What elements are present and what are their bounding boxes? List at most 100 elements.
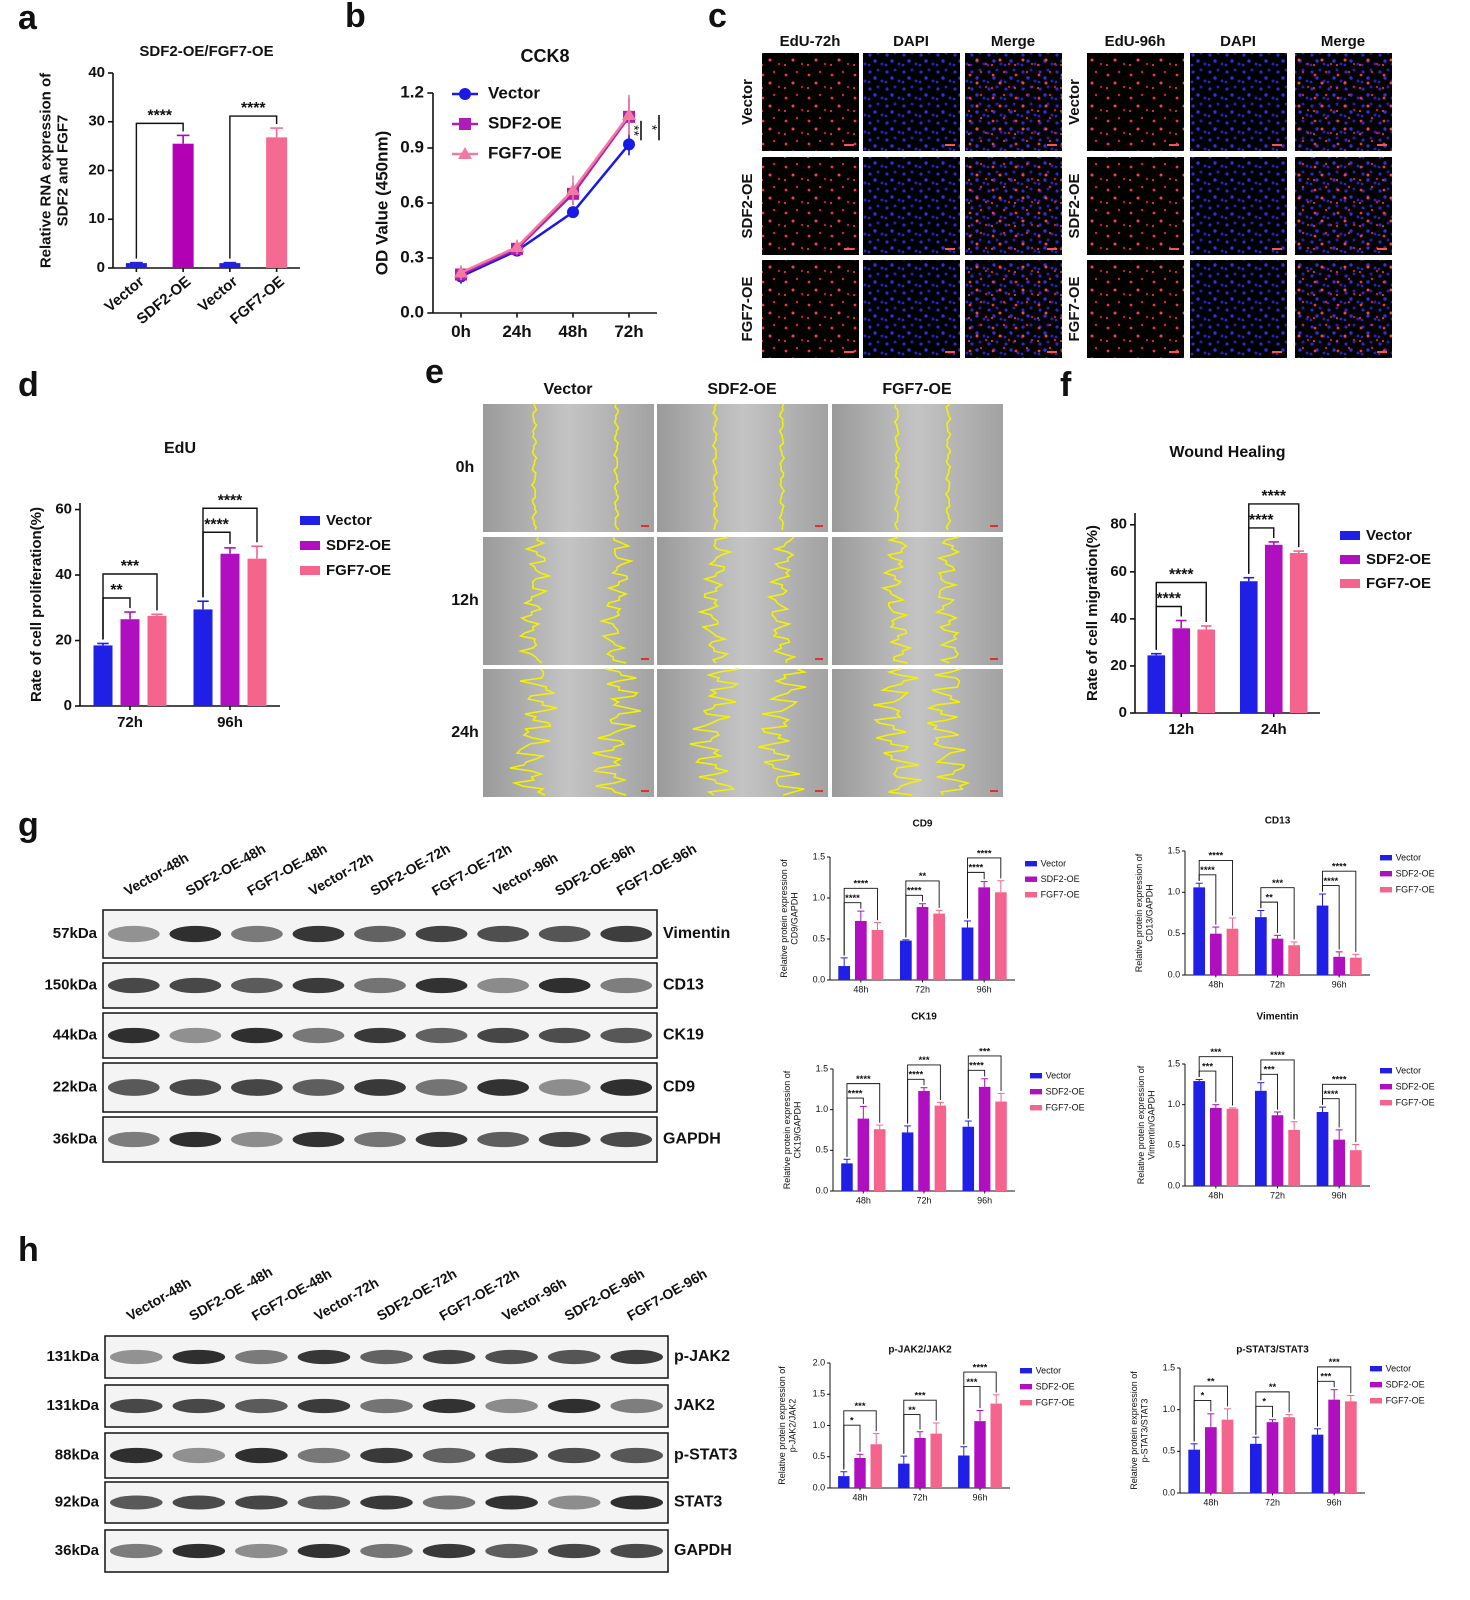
- blot-band: [422, 1543, 476, 1559]
- nuclei-red: [1087, 53, 1184, 151]
- brightfield-image: [832, 404, 1003, 532]
- row-label: Vector: [739, 79, 756, 125]
- bar: [990, 1403, 1002, 1488]
- y-axis-label: Relative RNA expression of: [37, 72, 54, 268]
- panel-letter: c: [708, 0, 727, 35]
- bar: [930, 1433, 942, 1488]
- protein-label: Vimentin: [663, 925, 730, 942]
- significance-label: ****: [1332, 1075, 1347, 1086]
- bar: [1349, 1150, 1362, 1186]
- chart-title: Vimentin: [1256, 1012, 1298, 1023]
- wound-edge: [598, 536, 635, 664]
- legend-label: SDF2-OE: [1046, 1086, 1085, 1096]
- bar: [934, 1105, 947, 1191]
- legend-swatch: [1025, 876, 1037, 882]
- wound-edge: [509, 668, 558, 796]
- significance-label: ****: [1200, 865, 1215, 876]
- x-tick-label: 72h: [915, 985, 930, 995]
- scale-bar: [1377, 248, 1387, 250]
- significance-label: ***: [1202, 1061, 1213, 1072]
- blot-band: [600, 925, 653, 943]
- x-tick-label: 96h: [977, 985, 992, 995]
- scale-bar: [1169, 351, 1179, 353]
- legend-swatch: [1380, 887, 1392, 893]
- bar: [219, 263, 241, 268]
- protein-label: p-STAT3: [674, 1447, 738, 1464]
- legend-label: SDF2-OE: [326, 537, 391, 554]
- blot-band: [107, 977, 160, 994]
- x-tick-label: 24h: [502, 322, 531, 341]
- scale-bar: [990, 525, 998, 527]
- wound-edge: [873, 668, 922, 796]
- significance-label: ****: [1332, 861, 1347, 872]
- significance-bracket: [905, 880, 940, 938]
- significance-bracket: [1248, 503, 1300, 574]
- bar: [1266, 1422, 1279, 1493]
- blot-band: [547, 1543, 601, 1559]
- blot-band: [600, 1027, 653, 1044]
- significance-label: ****: [1169, 567, 1194, 584]
- scale-bar: [990, 658, 998, 660]
- significance-label: ****: [241, 100, 266, 117]
- y-tick-label: 0.5: [1163, 1446, 1176, 1456]
- legend-swatch: [1030, 1105, 1042, 1111]
- scale-bar: [1272, 248, 1282, 250]
- wound-edge: [778, 403, 786, 530]
- y-tick-label: 0.5: [1168, 1140, 1181, 1150]
- wound-edge: [530, 403, 538, 531]
- y-tick-label: 1.5: [1163, 1362, 1176, 1372]
- blot-band: [107, 1027, 160, 1044]
- scale-bar: [641, 658, 649, 660]
- column-label: Vector: [544, 381, 593, 398]
- marker: [566, 183, 580, 196]
- legend-swatch: [1020, 1400, 1032, 1406]
- y-axis-label: p-STAT3/STAT3: [1140, 1399, 1150, 1463]
- scale-bar: [1047, 248, 1057, 250]
- significance-label: ***: [979, 1046, 990, 1057]
- wound-edge: [893, 403, 901, 531]
- significance-label: ****: [845, 893, 860, 904]
- scale-bar: [1272, 351, 1282, 353]
- blot-band: [235, 1349, 288, 1365]
- significance-label: ***: [1272, 878, 1283, 889]
- legend-label: SDF2-OE: [1386, 1379, 1425, 1389]
- blot-band: [172, 1349, 226, 1365]
- significance-label: ****: [1261, 488, 1286, 505]
- y-tick-label: 0.0: [816, 1185, 829, 1195]
- chart-title: CCK8: [520, 46, 569, 66]
- bar: [873, 1129, 886, 1191]
- blot-band: [610, 1447, 663, 1464]
- x-tick-label: 48h: [1203, 1498, 1218, 1508]
- bar: [1288, 1129, 1301, 1186]
- wound-edge: [926, 668, 971, 796]
- significance-label: ***: [914, 1391, 925, 1402]
- legend-label: Vector: [326, 512, 372, 529]
- y-tick-label: 1.0: [1168, 887, 1181, 897]
- panel-letter: a: [18, 0, 38, 37]
- nuclei-red: [1295, 260, 1392, 358]
- panel-letter: b: [345, 0, 366, 35]
- legend-label: FGF7-OE: [326, 562, 391, 579]
- legend-label: FGF7-OE: [488, 143, 562, 162]
- blot-band: [292, 977, 345, 994]
- y-axis-label: CK19/GAPDH: [793, 1101, 803, 1158]
- legend-swatch: [1340, 555, 1360, 564]
- blot-band: [485, 1349, 538, 1365]
- legend-swatch: [1340, 531, 1360, 540]
- bar: [916, 907, 929, 980]
- panel-letter: h: [18, 1231, 39, 1269]
- x-tick-label: 0h: [451, 322, 471, 341]
- y-axis-label: Relative protein expression of: [777, 1366, 787, 1485]
- bar: [120, 619, 140, 706]
- brightfield-image: [483, 537, 654, 665]
- brightfield-image: [657, 669, 828, 797]
- legend-swatch: [1025, 892, 1037, 898]
- blot-band: [547, 1398, 601, 1414]
- legend-swatch: [1340, 579, 1360, 588]
- legend-swatch: [1370, 1398, 1382, 1404]
- legend-label: FGF7-OE: [1396, 1097, 1435, 1107]
- bar: [1209, 933, 1222, 975]
- blot-band: [415, 977, 468, 994]
- significance-label: ****: [1323, 876, 1338, 887]
- y-axis-label: Relative protein expression of: [782, 1070, 792, 1189]
